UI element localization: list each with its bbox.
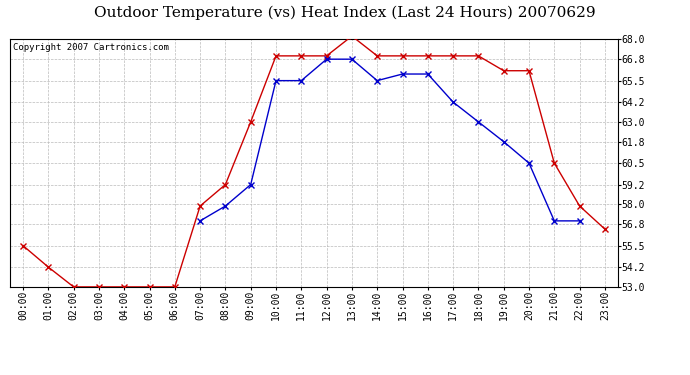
- Text: Copyright 2007 Cartronics.com: Copyright 2007 Cartronics.com: [13, 43, 169, 52]
- Text: Outdoor Temperature (vs) Heat Index (Last 24 Hours) 20070629: Outdoor Temperature (vs) Heat Index (Las…: [95, 6, 595, 20]
